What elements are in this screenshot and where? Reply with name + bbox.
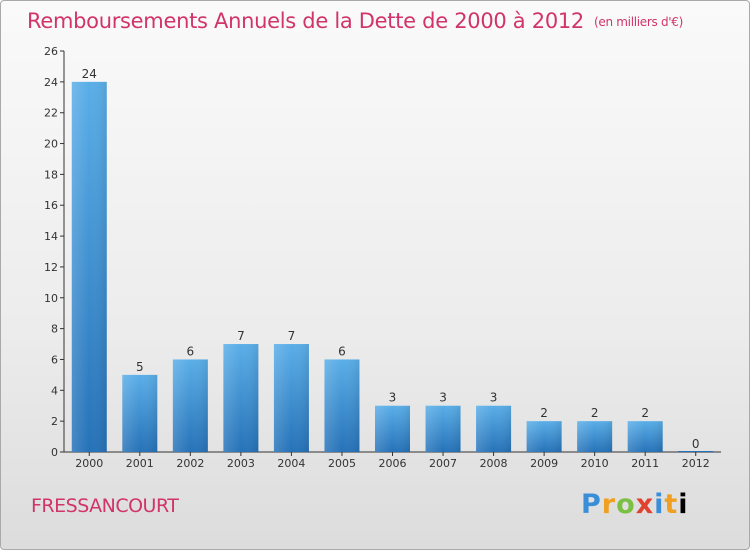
bar-value-label: 3 [490, 391, 498, 405]
y-tick-label: 2 [51, 415, 58, 428]
bar-shine [425, 405, 461, 452]
bar[interactable] [678, 451, 714, 452]
x-tick-label: 2009 [530, 457, 558, 470]
bar-value-label: 24 [82, 67, 97, 81]
bar-value-label: 2 [591, 406, 599, 420]
bar-value-label: 5 [136, 360, 144, 374]
bar-value-label: 3 [389, 391, 397, 405]
x-tick-label: 2005 [328, 457, 356, 470]
bar-value-label: 2 [641, 406, 649, 420]
bar-shine [273, 344, 309, 452]
y-tick-label: 4 [51, 384, 58, 397]
y-tick-label: 6 [51, 353, 58, 366]
bar-shine [122, 374, 158, 452]
x-tick-label: 2000 [75, 457, 103, 470]
y-tick-label: 26 [44, 45, 58, 58]
y-tick-label: 16 [44, 199, 58, 212]
logo-letter: o [616, 489, 636, 520]
logo-letter: r [601, 489, 617, 520]
logo-letter: P [581, 489, 602, 520]
chart-labels: 2000 24 2001 5 2002 6 2003 7 2004 7 2005 6 2006 3 2007… [75, 67, 709, 470]
logo-letter: x [635, 489, 655, 520]
bar-value-label: 7 [237, 329, 245, 343]
y-tick-label: 22 [44, 107, 58, 120]
x-tick-label: 2002 [176, 457, 204, 470]
bar-value-label: 7 [288, 329, 296, 343]
bar-value-label: 3 [439, 391, 447, 405]
x-tick-label: 2001 [126, 457, 154, 470]
x-tick-label: 2012 [682, 457, 710, 470]
y-tick-label: 18 [44, 168, 58, 181]
chart-title: Remboursements Annuels de la Dette de 20… [27, 9, 683, 33]
x-tick-label: 2007 [429, 457, 457, 470]
bar-shine [324, 359, 360, 452]
y-tick-label: 10 [44, 292, 58, 305]
chart-unit: (en milliers d'€) [594, 15, 684, 29]
logo-letter: i [678, 489, 689, 520]
bar-shine [476, 405, 512, 452]
y-tick-label: 14 [44, 230, 58, 243]
bar-value-label: 2 [540, 406, 548, 420]
x-tick-label: 2004 [277, 457, 305, 470]
commune-name: FRESSANCOURT [31, 495, 179, 517]
bar-shine [223, 344, 259, 452]
bar-shine [577, 421, 613, 452]
bar-shine [627, 421, 663, 452]
bar-shine [71, 81, 107, 452]
y-tick-label: 0 [51, 446, 58, 459]
bar-shine [375, 405, 410, 452]
logo-letter: t [664, 489, 679, 520]
proxiti-logo[interactable]: Proxiti [581, 489, 689, 520]
bar-value-label: 6 [338, 344, 346, 358]
logo-letter: i [654, 489, 665, 520]
y-tick-label: 8 [51, 323, 58, 336]
x-tick-label: 2003 [227, 457, 255, 470]
x-tick-label: 2011 [631, 457, 659, 470]
x-tick-label: 2010 [581, 457, 609, 470]
bar-value-label: 6 [187, 344, 195, 358]
x-tick-label: 2008 [480, 457, 508, 470]
bar-shine [526, 421, 562, 452]
y-tick-label: 20 [44, 138, 58, 151]
bar-value-label: 0 [692, 437, 700, 451]
y-tick-label: 12 [44, 261, 58, 274]
x-tick-label: 2006 [379, 457, 407, 470]
y-tick-label: 24 [44, 76, 58, 89]
chart-bars [71, 81, 714, 452]
bar-shine [172, 359, 208, 452]
chart-title-text: Remboursements Annuels de la Dette de 20… [27, 9, 584, 33]
